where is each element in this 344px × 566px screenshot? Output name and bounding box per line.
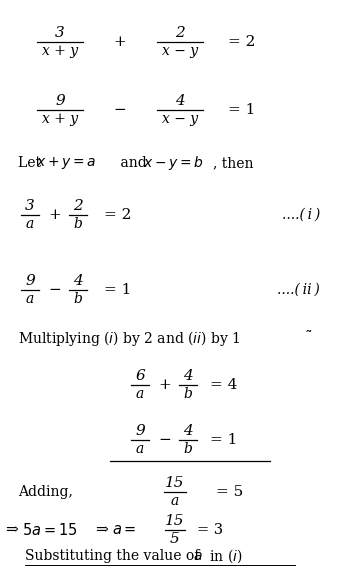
Text: 6: 6 (135, 369, 145, 383)
Text: +: + (114, 35, 126, 49)
Text: b: b (184, 442, 192, 456)
Text: b: b (74, 217, 83, 231)
Text: Multiplying ($i$) by 2 and ($ii$) by 1: Multiplying ($i$) by 2 and ($ii$) by 1 (18, 328, 240, 348)
Text: ˜: ˜ (305, 331, 313, 345)
Text: = 3: = 3 (197, 523, 223, 537)
Text: +: + (49, 208, 61, 222)
Text: b: b (74, 292, 83, 306)
Text: −: − (114, 103, 126, 117)
Text: 9: 9 (55, 94, 65, 108)
Text: Substituting the value of: Substituting the value of (25, 549, 204, 563)
Text: ....( i ): ....( i ) (282, 208, 320, 222)
Text: , then: , then (213, 156, 254, 170)
Text: −: − (159, 433, 171, 447)
Text: x + y: x + y (42, 44, 78, 58)
Text: Let: Let (18, 156, 45, 170)
Text: in ($i$): in ($i$) (205, 547, 243, 565)
Text: b: b (184, 387, 192, 401)
Text: 2: 2 (175, 26, 185, 40)
Text: = 2: = 2 (104, 208, 131, 222)
Text: a: a (171, 494, 179, 508)
Text: 4: 4 (175, 94, 185, 108)
Text: −: − (49, 283, 61, 297)
Text: 4: 4 (183, 424, 193, 438)
Text: 4: 4 (183, 369, 193, 383)
Text: +: + (159, 378, 171, 392)
Text: 4: 4 (73, 274, 83, 288)
Text: = 1: = 1 (104, 283, 131, 297)
Text: a: a (136, 442, 144, 456)
Text: ⇒: ⇒ (5, 523, 18, 537)
Text: $x - y = b$: $x - y = b$ (143, 154, 204, 172)
Text: a: a (136, 387, 144, 401)
Text: 9: 9 (25, 274, 35, 288)
Text: $a$: $a$ (193, 549, 203, 563)
Text: x + y: x + y (42, 112, 78, 126)
Text: ....( ii ): ....( ii ) (277, 283, 320, 297)
Text: a: a (26, 217, 34, 231)
Text: ⇒: ⇒ (95, 523, 108, 537)
Text: = 1: = 1 (228, 103, 255, 117)
Text: 15: 15 (165, 476, 185, 490)
Text: = 5: = 5 (216, 485, 243, 499)
Text: 9: 9 (135, 424, 145, 438)
Text: x − y: x − y (162, 44, 198, 58)
Text: $x + y = a$: $x + y = a$ (36, 155, 96, 171)
Text: = 4: = 4 (210, 378, 237, 392)
Text: 5: 5 (170, 532, 180, 546)
Text: = 1: = 1 (210, 433, 237, 447)
Text: a: a (26, 292, 34, 306)
Text: = 2: = 2 (228, 35, 255, 49)
Text: 2: 2 (73, 199, 83, 213)
Text: 3: 3 (25, 199, 35, 213)
Text: $a =$: $a =$ (112, 523, 137, 537)
Text: and: and (116, 156, 151, 170)
Text: 15: 15 (165, 514, 185, 528)
Text: Adding,: Adding, (18, 485, 73, 499)
Text: $5a = 15$: $5a = 15$ (22, 522, 77, 538)
Text: 3: 3 (55, 26, 65, 40)
Text: x − y: x − y (162, 112, 198, 126)
